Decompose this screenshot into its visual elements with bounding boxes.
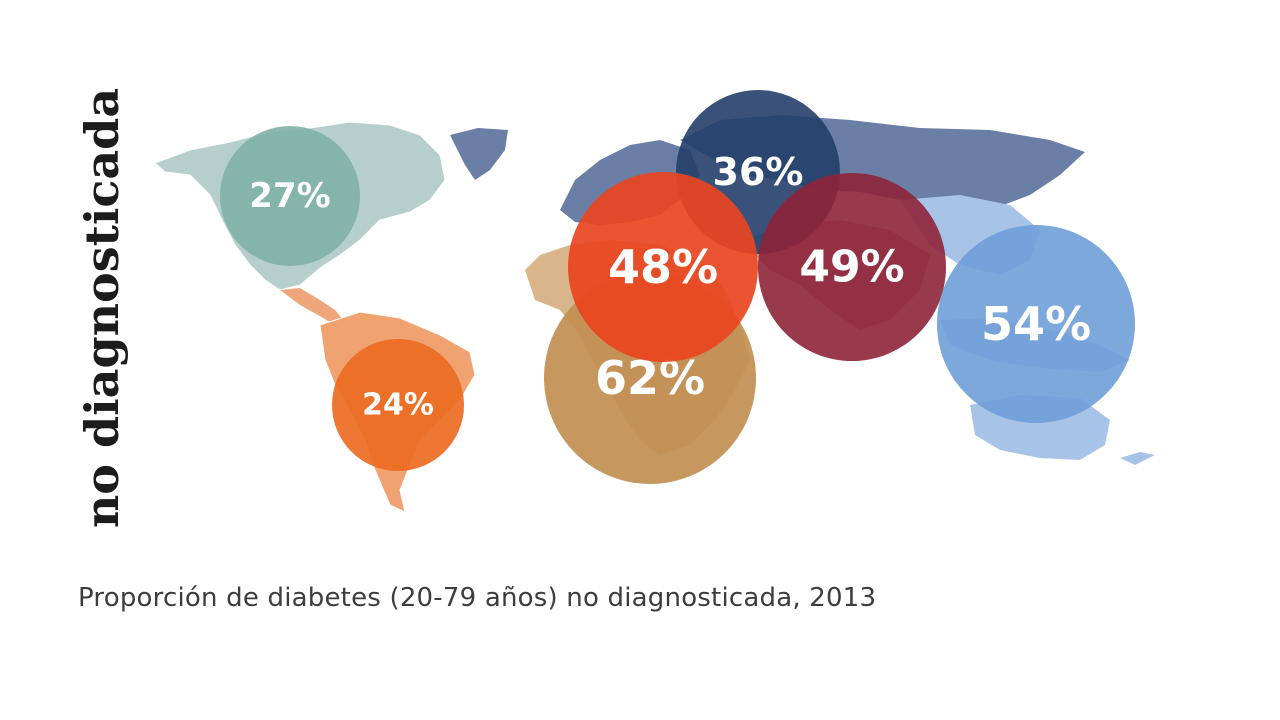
greenland-landmass	[450, 128, 508, 180]
new-zealand-landmass	[1120, 452, 1155, 465]
region-value-north-america: 27%	[249, 176, 330, 216]
region-value-western-pacific: 54%	[981, 297, 1091, 351]
region-value-europe: 36%	[713, 150, 804, 194]
region-south-america: 24%	[332, 339, 464, 471]
map-caption: Proporción de diabetes (20-79 años) no d…	[78, 583, 877, 613]
region-value-south-east-asia: 49%	[799, 242, 904, 293]
region-circle-middle-east	[568, 172, 758, 362]
region-middle-east: 48%	[568, 172, 758, 362]
region-western-pacific: 54%	[937, 225, 1135, 423]
region-south-east-asia: 49%	[758, 173, 946, 361]
region-circle-south-america	[332, 339, 464, 471]
region-circle-western-pacific	[937, 225, 1135, 423]
region-north-america: 27%	[220, 126, 360, 266]
region-value-middle-east: 48%	[608, 240, 718, 294]
region-circle-north-america	[220, 126, 360, 266]
region-value-south-america: 24%	[362, 388, 434, 423]
central-america-landmass	[280, 288, 345, 325]
region-circle-south-east-asia	[758, 173, 946, 361]
